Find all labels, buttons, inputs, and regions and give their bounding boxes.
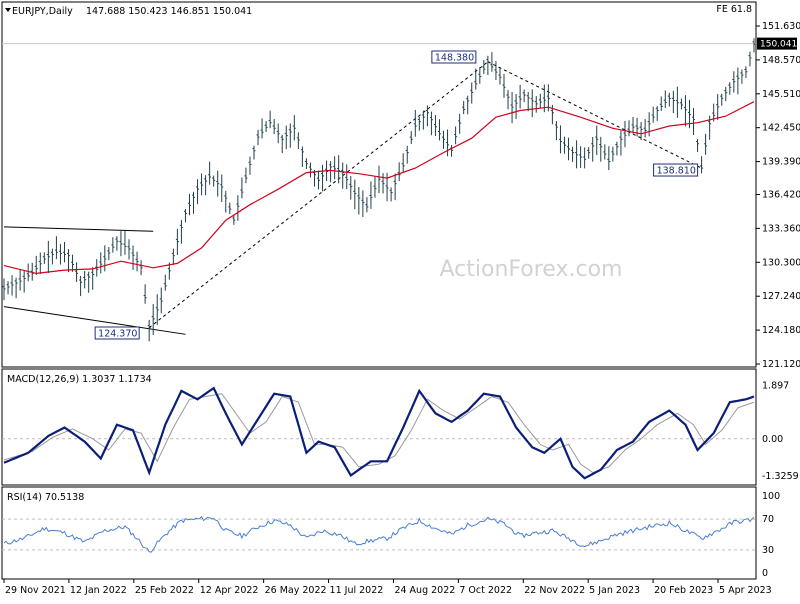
price-annotation-box	[653, 163, 699, 177]
macd-pane-frame	[1, 368, 757, 486]
price-annotation-box	[94, 326, 140, 340]
macd-line	[3, 386, 755, 480]
y-tick-label: 139.390	[762, 157, 800, 168]
y-tick-label: 145.510	[762, 89, 800, 100]
rsi-tick-label: 30	[762, 545, 774, 556]
price-annotation-box	[431, 50, 477, 64]
y-tick-label: 151.630	[762, 21, 800, 32]
y-tick-label: 130.300	[762, 257, 800, 268]
rsi-tick-label: 70	[762, 514, 774, 525]
y-tick-label: 136.420	[762, 190, 800, 201]
x-tick-label: 22 Nov 2022	[524, 585, 585, 596]
rsi-title: RSI(14) 70.5138	[7, 492, 84, 503]
trendline	[3, 306, 186, 335]
y-tick-label: 124.180	[762, 325, 800, 336]
price-annotation: 138.810	[657, 166, 696, 177]
x-tick-label: 12 Jan 2022	[70, 585, 127, 596]
chevron-down-icon	[5, 8, 11, 12]
current-price-box	[757, 37, 797, 50]
watermark: ActionForex.com	[440, 257, 623, 282]
x-tick-label: 24 Aug 2022	[394, 585, 455, 596]
rsi-pane-frame	[1, 486, 757, 580]
macd-tick-label: -1.3259	[762, 471, 799, 482]
x-tick-label: 11 Jul 2022	[330, 585, 384, 596]
macd-tick-label: 0.00	[762, 434, 783, 445]
x-tick-label: 25 Feb 2022	[135, 585, 194, 596]
y-tick-label: 148.570	[762, 55, 800, 66]
y-tick-label: 142.450	[762, 123, 800, 134]
header-symbol: EURJPY,Daily	[12, 6, 73, 17]
price-annotation: 124.370	[98, 328, 137, 339]
x-tick-label: 5 Jan 2023	[589, 585, 640, 596]
x-tick-label: 5 Apr 2023	[719, 585, 772, 596]
rsi-tick-label: 100	[762, 491, 780, 502]
moving-average-line	[3, 101, 755, 275]
y-tick-label: 121.120	[762, 359, 800, 370]
trendline	[487, 61, 702, 169]
rsi-tick-label: 0	[762, 568, 768, 579]
fe-label: FE 61.8	[716, 4, 752, 15]
rsi-line	[3, 515, 755, 553]
macd-title: MACD(12,26,9) 1.3037 1.1734	[7, 374, 152, 385]
x-tick-label: 12 Apr 2022	[200, 585, 259, 596]
x-tick-label: 7 Oct 2022	[459, 585, 512, 596]
header-ohlc: 147.688 150.423 146.851 150.041	[86, 6, 252, 17]
y-tick-label: 127.240	[762, 291, 800, 302]
x-tick-label: 20 Feb 2023	[654, 585, 713, 596]
current-price-label: 150.041	[760, 40, 797, 50]
x-tick-label: 26 May 2022	[265, 585, 327, 596]
y-tick-label: 133.360	[762, 223, 800, 234]
price-annotation: 148.380	[435, 53, 474, 64]
macd-tick-label: 1.897	[762, 380, 789, 391]
trendline	[3, 226, 154, 232]
x-tick-label: 29 Nov 2021	[5, 585, 66, 596]
